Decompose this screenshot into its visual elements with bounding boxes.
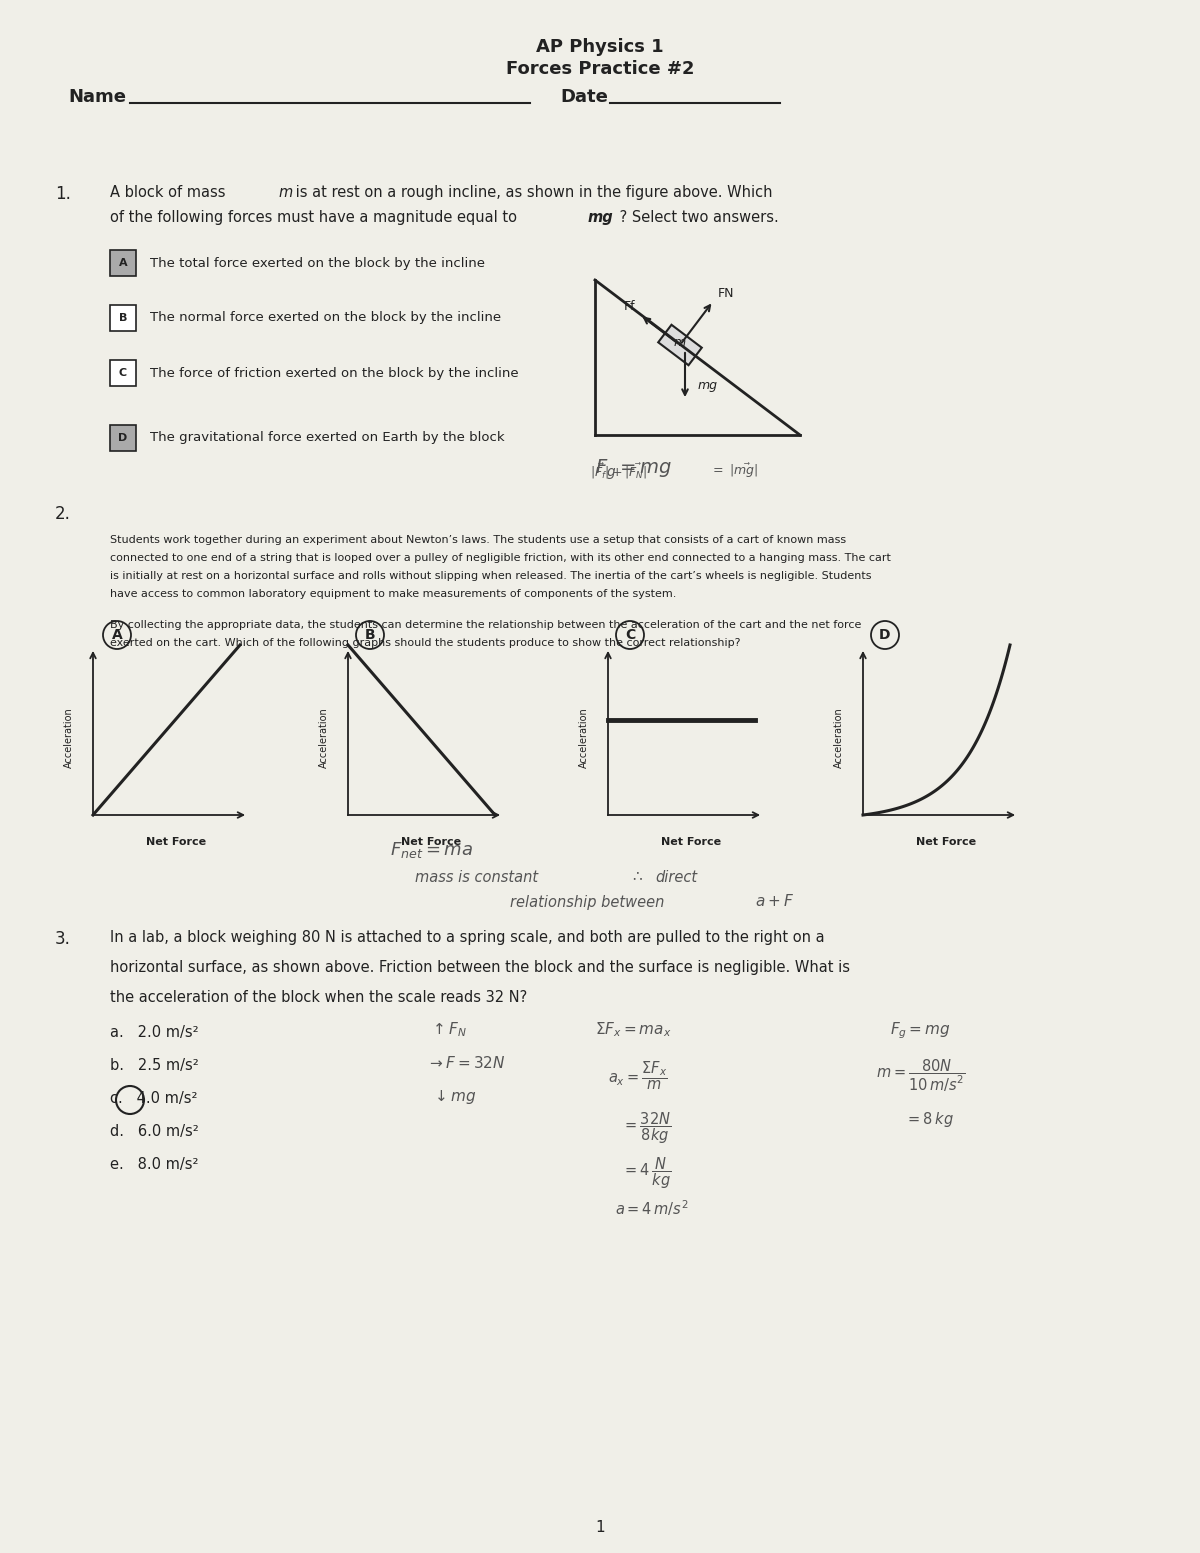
Text: $=\  |\vec{mg}|$: $=\ |\vec{mg}|$ — [710, 461, 758, 480]
Text: d.   6.0 m/s²: d. 6.0 m/s² — [110, 1124, 199, 1138]
Text: Net Force: Net Force — [401, 837, 461, 846]
Text: $\Sigma F_x = ma_x$: $\Sigma F_x = ma_x$ — [595, 1020, 672, 1039]
Polygon shape — [659, 325, 702, 365]
Text: In a lab, a block weighing 80 N is attached to a spring scale, and both are pull: In a lab, a block weighing 80 N is attac… — [110, 930, 824, 944]
Text: mg: mg — [588, 210, 613, 225]
Text: c.   4.0 m/s²: c. 4.0 m/s² — [110, 1092, 198, 1106]
Text: $a = 4\,m/s^2$: $a = 4\,m/s^2$ — [616, 1197, 689, 1218]
Text: Acceleration: Acceleration — [319, 707, 329, 767]
Text: 3.: 3. — [55, 930, 71, 947]
Text: The force of friction exerted on the block by the incline: The force of friction exerted on the blo… — [150, 367, 518, 379]
Text: have access to common laboratory equipment to make measurements of components of: have access to common laboratory equipme… — [110, 589, 677, 599]
Text: a.   2.0 m/s²: a. 2.0 m/s² — [110, 1025, 199, 1041]
Text: Date: Date — [560, 89, 608, 106]
Text: B: B — [119, 314, 127, 323]
Text: B: B — [365, 627, 376, 641]
Text: $F_{net} = ma$: $F_{net} = ma$ — [390, 840, 473, 860]
Text: mass is constant: mass is constant — [415, 870, 538, 885]
Text: D: D — [119, 433, 127, 443]
Text: $\uparrow F_N$: $\uparrow F_N$ — [430, 1020, 467, 1039]
Text: direct: direct — [655, 870, 697, 885]
Text: exerted on the cart. Which of the following graphs should the students produce t: exerted on the cart. Which of the follow… — [110, 638, 740, 648]
Text: The normal force exerted on the block by the incline: The normal force exerted on the block by… — [150, 312, 502, 325]
Text: the acceleration of the block when the scale reads 32 N?: the acceleration of the block when the s… — [110, 989, 527, 1005]
Bar — [110, 360, 136, 387]
Text: of the following forces must have a magnitude equal to: of the following forces must have a magn… — [110, 210, 522, 225]
Text: Forces Practice #2: Forces Practice #2 — [505, 61, 695, 78]
Text: C: C — [625, 627, 635, 641]
Text: Net Force: Net Force — [916, 837, 976, 846]
Text: $\downarrow mg$: $\downarrow mg$ — [432, 1089, 476, 1106]
Text: By collecting the appropriate data, the students can determine the relationship : By collecting the appropriate data, the … — [110, 620, 862, 631]
Text: A: A — [112, 627, 122, 641]
Text: 1: 1 — [595, 1520, 605, 1534]
Text: $a + F$: $a + F$ — [755, 893, 794, 909]
Text: Net Force: Net Force — [661, 837, 721, 846]
Bar — [110, 250, 136, 276]
Text: FN: FN — [718, 287, 734, 300]
Text: The gravitational force exerted on Earth by the block: The gravitational force exerted on Earth… — [150, 432, 505, 444]
Text: $= \dfrac{32N}{8kg}$: $= \dfrac{32N}{8kg}$ — [622, 1110, 672, 1146]
Text: relationship between: relationship between — [510, 895, 665, 910]
Text: Acceleration: Acceleration — [834, 707, 844, 767]
Text: Name: Name — [68, 89, 126, 106]
Bar — [110, 304, 136, 331]
Text: m: m — [674, 337, 686, 349]
Text: A: A — [119, 258, 127, 269]
Text: AP Physics 1: AP Physics 1 — [536, 37, 664, 56]
Text: Net Force: Net Force — [146, 837, 206, 846]
Bar — [110, 426, 136, 450]
Text: 2.: 2. — [55, 505, 71, 523]
Text: is initially at rest on a horizontal surface and rolls without slipping when rel: is initially at rest on a horizontal sur… — [110, 572, 871, 581]
Text: Acceleration: Acceleration — [64, 707, 74, 767]
Text: Students work together during an experiment about Newton’s laws. The students us: Students work together during an experim… — [110, 534, 846, 545]
Text: ? Select two answers.: ? Select two answers. — [616, 210, 779, 225]
Text: mg: mg — [698, 379, 718, 391]
Text: $\rightarrow F = 32N$: $\rightarrow F = 32N$ — [427, 1054, 505, 1072]
Text: D: D — [880, 627, 890, 641]
Text: horizontal surface, as shown above. Friction between the block and the surface i: horizontal surface, as shown above. Fric… — [110, 960, 850, 975]
Text: is at rest on a rough incline, as shown in the figure above. Which: is at rest on a rough incline, as shown … — [292, 185, 773, 200]
Text: 1.: 1. — [55, 185, 71, 203]
Text: b.   2.5 m/s²: b. 2.5 m/s² — [110, 1058, 199, 1073]
Text: A block of mass: A block of mass — [110, 185, 230, 200]
Text: The total force exerted on the block by the incline: The total force exerted on the block by … — [150, 256, 485, 270]
Text: m: m — [278, 185, 293, 200]
Text: $\therefore$: $\therefore$ — [630, 868, 643, 884]
Text: $F_g = mg$: $F_g = mg$ — [890, 1020, 950, 1041]
Text: $m = \dfrac{80N}{10\,m/s^2}$: $m = \dfrac{80N}{10\,m/s^2}$ — [876, 1058, 966, 1095]
Text: e.   8.0 m/s²: e. 8.0 m/s² — [110, 1157, 198, 1173]
Text: Acceleration: Acceleration — [580, 707, 589, 767]
Text: $= 8\,kg$: $= 8\,kg$ — [905, 1110, 954, 1129]
Text: Ff: Ff — [624, 300, 635, 314]
Text: connected to one end of a string that is looped over a pulley of negligible fric: connected to one end of a string that is… — [110, 553, 890, 564]
Text: $F_g = mg$: $F_g = mg$ — [595, 457, 672, 481]
Text: $|\vec{F_f}|+|\vec{F_N}|$: $|\vec{F_f}|+|\vec{F_N}|$ — [590, 461, 647, 481]
Text: C: C — [119, 368, 127, 377]
Text: $= 4\,\dfrac{N}{kg}$: $= 4\,\dfrac{N}{kg}$ — [622, 1155, 671, 1191]
Text: $a_x = \dfrac{\Sigma F_x}{m}$: $a_x = \dfrac{\Sigma F_x}{m}$ — [608, 1061, 667, 1092]
